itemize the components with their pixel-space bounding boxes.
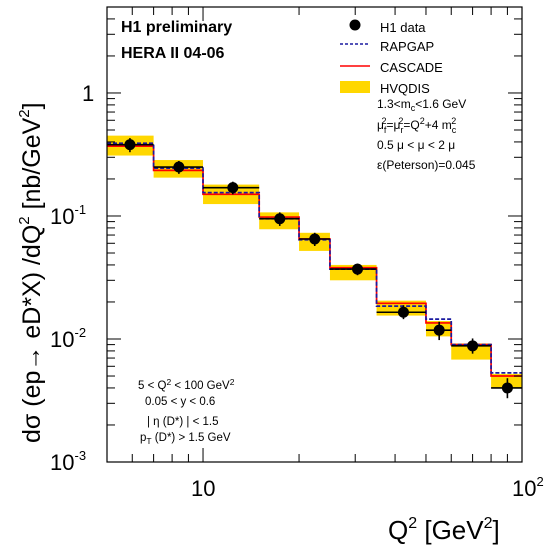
cut-pt: pT (D*) > 1.5 GeV — [140, 432, 231, 446]
h1-data-point-6 — [397, 306, 409, 318]
mc-histogram-layer — [107, 142, 522, 377]
hvqdis-mass-range: 1.3<mc<1.6 GeV — [377, 97, 466, 113]
h1-data-point-4 — [309, 233, 321, 245]
legend: H1 data RAPGAP CASCADE HVQDIS 1.3<mc<1.6… — [340, 19, 476, 172]
legend-label-hvqdis: HVQDIS — [380, 81, 430, 96]
cascade-histogram — [107, 145, 522, 377]
y-tick-label-0: 1 — [82, 81, 94, 106]
h1-data-point-9 — [501, 382, 513, 394]
h1-data-point-1 — [173, 161, 185, 173]
h1-data-point-7 — [433, 324, 445, 336]
y-tick-label-3: 10-3 — [50, 448, 86, 475]
cut-eta: | η (D*) | < 1.5 — [147, 416, 219, 428]
y-tick-label-2: 10-2 — [50, 325, 86, 352]
x-tick-label-1: 102 — [512, 474, 544, 501]
axis-ticks: 10 102 1 10-1 10-2 10-3 — [50, 6, 544, 501]
h1-data-point-8 — [467, 340, 479, 352]
hvqdis-band-bin-9 — [491, 373, 522, 388]
title-line-1: H1 preliminary — [121, 19, 232, 36]
legend-marker-h1-data — [349, 19, 361, 31]
hvqdis-mu-range: 0.5 μ < μ < 2 μ — [377, 138, 455, 152]
hvqdis-scales: μf2=μr2=Q2+4 mc2 — [377, 116, 457, 135]
legend-label-rapgap: RAPGAP — [380, 39, 434, 54]
hvqdis-band-bin-8 — [451, 343, 492, 360]
hvqdis-band-layer — [107, 135, 522, 388]
h1-data-point-3 — [274, 213, 286, 225]
title-line-2: HERA II 04-06 — [121, 45, 225, 62]
h1-data-point-0 — [124, 139, 136, 151]
hvqdis-peterson: ε(Peterson)=0.045 — [377, 158, 476, 172]
y-axis-label: dσ (ep→ eD*X) /dQ2 [nb/GeV2] — [16, 102, 46, 443]
cut-y: 0.05 < y < 0.6 — [145, 396, 215, 408]
h1-data-point-5 — [352, 263, 364, 275]
legend-label-h1-data: H1 data — [380, 20, 426, 35]
rapgap-histogram — [107, 142, 522, 374]
h1-data-point-2 — [227, 182, 239, 194]
x-axis-label: Q2 [GeV2] — [388, 515, 500, 545]
plot-frame — [106, 6, 523, 463]
y-tick-label-1: 10-1 — [50, 202, 86, 229]
phase-space-cuts: 5 < Q2 < 100 GeV2 0.05 < y < 0.6 | η (D*… — [138, 377, 235, 446]
x-tick-label-0: 10 — [191, 476, 215, 501]
cut-q2: 5 < Q2 < 100 GeV2 — [138, 377, 235, 392]
legend-marker-hvqdis — [340, 81, 370, 93]
legend-label-cascade: CASCADE — [380, 60, 443, 75]
